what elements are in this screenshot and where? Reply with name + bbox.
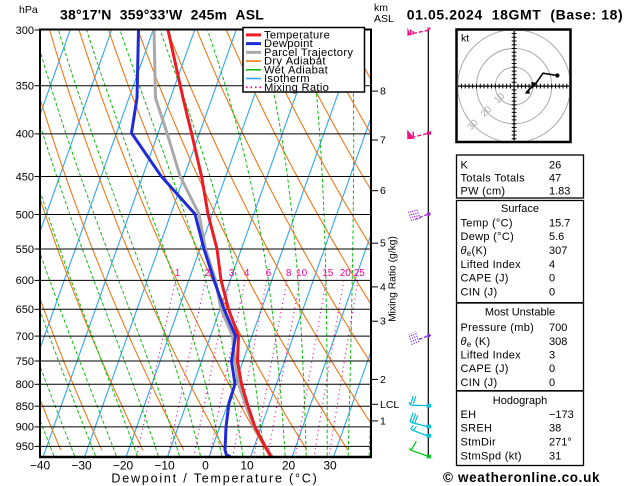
svg-text:© weatheronline.co.uk: © weatheronline.co.uk	[443, 470, 600, 485]
svg-text:Most Unstable: Most Unstable	[485, 306, 555, 318]
svg-text:31: 31	[549, 450, 561, 462]
svg-text:6: 6	[266, 268, 272, 279]
svg-text:Hodograph: Hodograph	[493, 395, 547, 407]
svg-text:Temperature: Temperature	[264, 30, 330, 42]
svg-text:1: 1	[380, 415, 386, 427]
svg-text:kt: kt	[461, 33, 469, 45]
svg-text:Parcel Trajectory: Parcel Trajectory	[264, 47, 353, 59]
svg-text:Mixing Ratio (g/kg): Mixing Ratio (g/kg)	[388, 236, 399, 322]
svg-text:47: 47	[549, 172, 561, 184]
svg-text:Dewp (°C): Dewp (°C)	[461, 231, 515, 243]
svg-text:600: 600	[16, 275, 34, 287]
svg-text:−20: −20	[113, 459, 134, 473]
svg-text:CAPE (J): CAPE (J)	[461, 272, 509, 284]
svg-text:750: 750	[16, 356, 34, 368]
svg-text:EH: EH	[461, 409, 477, 421]
svg-text:Dewpoint / Temperature (°C): Dewpoint / Temperature (°C)	[111, 472, 318, 486]
svg-text:3: 3	[229, 268, 235, 279]
svg-text:Wet Adiabat: Wet Adiabat	[264, 64, 329, 76]
svg-text:30: 30	[323, 459, 337, 473]
svg-text:7: 7	[380, 135, 386, 147]
svg-text:StmDir: StmDir	[461, 436, 496, 448]
svg-text:−173: −173	[549, 409, 574, 421]
svg-text:10: 10	[240, 459, 254, 473]
svg-text:K: K	[461, 159, 469, 171]
svg-text:4: 4	[244, 268, 250, 279]
svg-text:θe (K): θe (K)	[461, 336, 491, 349]
svg-text:Totals Totals: Totals Totals	[461, 172, 526, 184]
svg-text:15.7: 15.7	[549, 217, 570, 229]
svg-text:271°: 271°	[549, 436, 572, 448]
svg-text:38°17'N 359°33'W 245m ASL: 38°17'N 359°33'W 245m ASL	[60, 7, 264, 23]
svg-text:850: 850	[16, 401, 34, 413]
svg-text:hPa: hPa	[19, 4, 38, 16]
svg-text:2: 2	[204, 268, 210, 279]
svg-text:01.05.2024 18GMT (Base: 18): 01.05.2024 18GMT (Base: 18)	[407, 7, 624, 23]
svg-text:20: 20	[340, 268, 352, 279]
svg-text:2: 2	[380, 374, 386, 386]
svg-text:SREH: SREH	[461, 422, 493, 434]
svg-text:0: 0	[202, 459, 209, 473]
svg-text:700: 700	[16, 331, 34, 343]
svg-text:550: 550	[16, 244, 34, 256]
svg-text:Dry Adiabat: Dry Adiabat	[264, 56, 326, 68]
svg-text:800: 800	[16, 379, 34, 391]
svg-text:−40: −40	[30, 459, 51, 473]
svg-text:15: 15	[322, 268, 334, 279]
svg-text:−10: −10	[154, 459, 175, 473]
svg-text:25: 25	[354, 268, 366, 279]
svg-text:1: 1	[175, 268, 181, 279]
svg-text:−30: −30	[71, 459, 92, 473]
svg-text:10: 10	[296, 268, 308, 279]
svg-text:Lifted Index: Lifted Index	[461, 259, 522, 271]
svg-text:350: 350	[16, 81, 34, 93]
svg-text:0: 0	[549, 363, 555, 375]
svg-text:8: 8	[286, 268, 292, 279]
svg-text:Lifted Index: Lifted Index	[461, 349, 522, 361]
svg-text:LCL: LCL	[380, 399, 399, 411]
svg-text:Mixing Ratio: Mixing Ratio	[264, 82, 329, 94]
svg-text:650: 650	[16, 304, 34, 316]
svg-text:308: 308	[549, 336, 567, 348]
svg-text:950: 950	[16, 441, 34, 453]
svg-text:900: 900	[16, 422, 34, 434]
svg-text:Dewpoint: Dewpoint	[264, 38, 314, 50]
svg-text:Surface: Surface	[501, 203, 539, 215]
svg-text:8: 8	[380, 86, 386, 98]
svg-text:4: 4	[380, 281, 386, 293]
svg-text:Temp (°C): Temp (°C)	[461, 217, 513, 229]
svg-text:5: 5	[380, 238, 386, 250]
svg-text:0: 0	[549, 272, 555, 284]
svg-text:Pressure (mb): Pressure (mb)	[461, 322, 535, 334]
svg-text:700: 700	[549, 322, 567, 334]
svg-text:3: 3	[380, 316, 386, 328]
svg-text:1.83: 1.83	[549, 185, 570, 197]
svg-text:307: 307	[549, 245, 567, 257]
svg-text:Isotherm: Isotherm	[264, 73, 310, 85]
svg-text:5.6: 5.6	[549, 231, 564, 243]
svg-text:0: 0	[549, 286, 555, 298]
svg-text:PW (cm): PW (cm)	[461, 185, 506, 197]
svg-text:38: 38	[549, 422, 561, 434]
svg-text:ASL: ASL	[374, 13, 394, 25]
svg-text:0: 0	[549, 377, 555, 389]
svg-text:StmSpd (kt): StmSpd (kt)	[461, 450, 522, 462]
svg-text:θe(K): θe(K)	[461, 245, 488, 258]
svg-text:km: km	[374, 2, 388, 14]
svg-text:6: 6	[380, 185, 386, 197]
svg-text:450: 450	[16, 171, 34, 183]
svg-text:300: 300	[16, 25, 34, 37]
svg-text:500: 500	[16, 209, 34, 221]
svg-text:CIN (J): CIN (J)	[461, 286, 498, 298]
svg-text:3: 3	[549, 349, 555, 361]
svg-text:CIN (J): CIN (J)	[461, 377, 498, 389]
svg-text:CAPE (J): CAPE (J)	[461, 363, 509, 375]
svg-text:26: 26	[549, 159, 561, 171]
svg-text:20: 20	[282, 459, 296, 473]
svg-text:4: 4	[549, 259, 555, 271]
svg-text:400: 400	[16, 129, 34, 141]
